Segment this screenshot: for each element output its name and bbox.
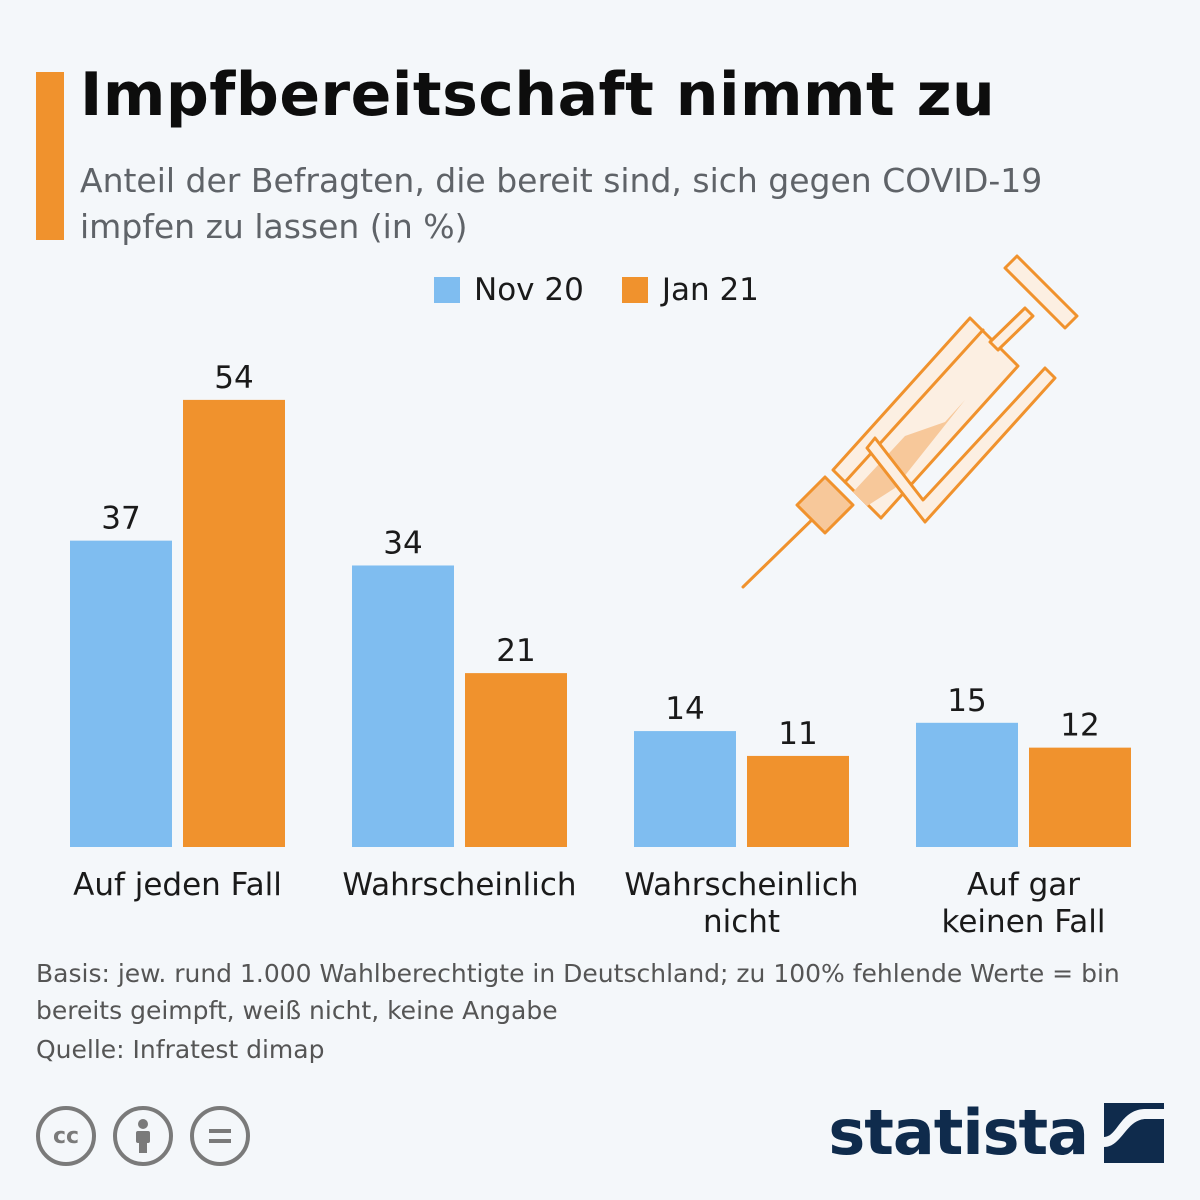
- page-subtitle: Anteil der Befragten, die bereit sind, s…: [80, 161, 1043, 246]
- statista-brand[interactable]: statista: [828, 1096, 1164, 1169]
- bar-nov-3: [916, 722, 1018, 847]
- data-label-nov-2: 14: [665, 691, 704, 727]
- cc-label: cc: [52, 1123, 80, 1149]
- data-label-jan-1: 21: [496, 633, 535, 669]
- legend-item-jan: Jan 21: [621, 272, 759, 308]
- page-title: Impfbereitschaft nimmt zu: [80, 60, 996, 130]
- footnote: Basis: jew. rund 1.000 Wahlberechtigte i…: [36, 959, 1120, 1025]
- data-label-jan-0: 54: [214, 360, 253, 396]
- data-label-jan-2: 11: [778, 716, 817, 752]
- legend-swatch-nov: [434, 277, 460, 303]
- data-label-nov-3: 15: [947, 683, 986, 719]
- equals-icon: [209, 1129, 231, 1143]
- bar-jan-3: [1029, 747, 1131, 847]
- data-label-nov-0: 37: [101, 501, 140, 537]
- category-label-1-0: Wahrscheinlich: [342, 867, 576, 903]
- source-note: Quelle: Infratest dimap: [36, 1035, 325, 1064]
- legend-swatch-jan: [621, 277, 648, 303]
- person-icon: [136, 1119, 150, 1153]
- brand-name: statista: [828, 1096, 1089, 1169]
- license-icons: cc: [36, 1106, 267, 1166]
- cc-icon[interactable]: cc: [36, 1106, 96, 1166]
- bar-nov-0: [70, 540, 172, 847]
- attribution-icon[interactable]: [113, 1106, 173, 1166]
- bar-jan-1: [465, 673, 567, 847]
- category-label-0-0: Auf jeden Fall: [73, 867, 282, 903]
- bar-nov-2: [634, 731, 736, 847]
- legend-label-nov: Nov 20: [474, 272, 584, 308]
- syringe-icon: [741, 254, 1079, 589]
- accent-bar: [36, 72, 64, 240]
- bar-jan-2: [747, 755, 849, 847]
- bar-nov-1: [352, 565, 454, 847]
- category-label-2-0: Wahrscheinlich: [624, 867, 858, 903]
- legend-label-jan: Jan 21: [661, 272, 759, 308]
- category-label-3-1: keinen Fall: [942, 904, 1106, 940]
- bar-chart: 37 54 Auf jeden Fall 34 21 Wahrscheinlich 14 11…: [70, 360, 1131, 940]
- chart-legend: Nov 20 Jan 21: [434, 272, 797, 308]
- bar-jan-0: [183, 399, 285, 847]
- data-label-nov-1: 34: [383, 525, 422, 561]
- category-label-3-0: Auf gar: [967, 867, 1080, 903]
- category-label-2-1: nicht: [703, 904, 780, 940]
- no-derivatives-icon[interactable]: [190, 1106, 250, 1166]
- legend-item-nov: Nov 20: [434, 272, 584, 308]
- data-label-jan-3: 12: [1060, 708, 1099, 744]
- statista-wave-icon: [1104, 1102, 1164, 1163]
